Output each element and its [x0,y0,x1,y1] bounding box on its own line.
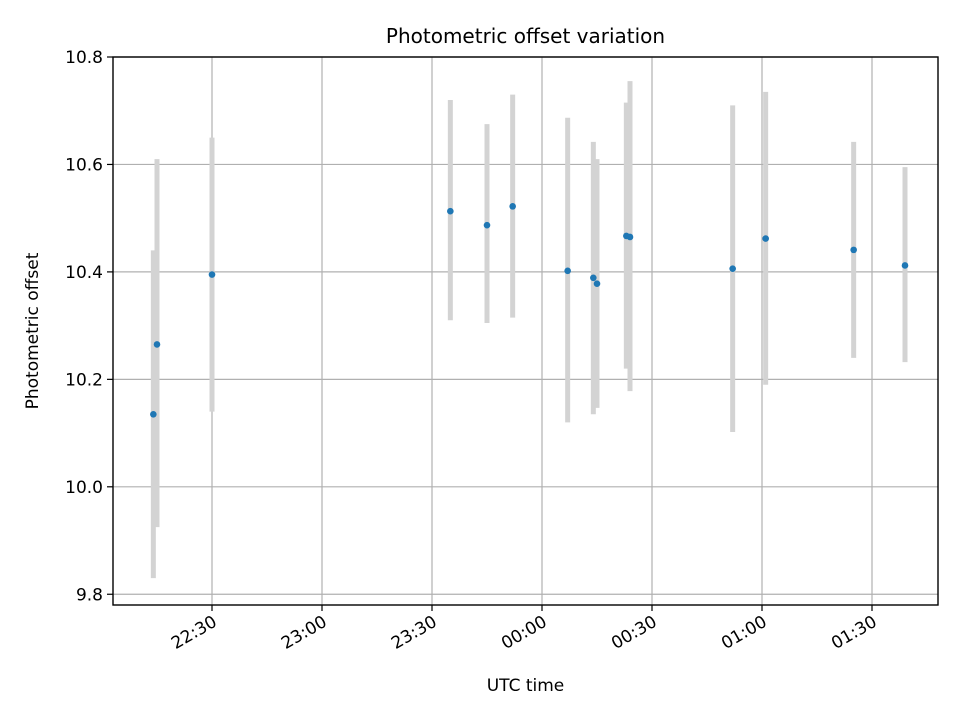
data-point [509,203,516,210]
data-point [564,267,571,275]
data-point [901,262,909,269]
data-point [593,280,601,288]
data-point [626,233,634,241]
data-point [590,274,597,282]
x-tick-labels: 22:30 23:00 23:30 00:00 00:30 01:00 01:30 [168,612,880,654]
x-tick-label: 01:00 [718,612,770,654]
data-point [447,207,454,215]
data-point [483,221,491,229]
y-tick-labels: 9.8 10.0 10.2 10.4 10.6 10.8 [65,48,103,605]
y-axis-label: Photometric offset [23,252,43,409]
errorbar-layer [150,81,908,579]
data-point [153,341,161,348]
y-tick-label: 9.8 [76,585,103,605]
x-tick-label: 00:30 [608,612,660,654]
y-tick-label: 10.2 [65,370,103,390]
y-tick-label: 10.6 [65,155,103,175]
y-tick-label: 10.0 [65,478,103,498]
data-point [850,246,857,254]
x-tick-label: 01:30 [828,612,880,654]
x-tick-label: 22:30 [168,612,220,654]
ticks-layer [107,56,873,611]
data-point [762,235,769,242]
y-tick-label: 10.4 [65,263,103,283]
grid-layer [113,56,938,605]
x-tick-label: 23:00 [278,612,330,654]
x-tick-label: 00:00 [498,612,550,654]
y-tick-label: 10.8 [65,48,103,68]
x-axis-label: UTC time [487,676,565,696]
data-point [729,265,736,272]
point-layer [150,203,909,418]
data-point [208,271,216,278]
plot-frame [112,56,939,606]
x-tick-label: 23:30 [388,612,440,654]
data-point [150,410,157,418]
chart-title: Photometric offset variation [386,24,665,48]
